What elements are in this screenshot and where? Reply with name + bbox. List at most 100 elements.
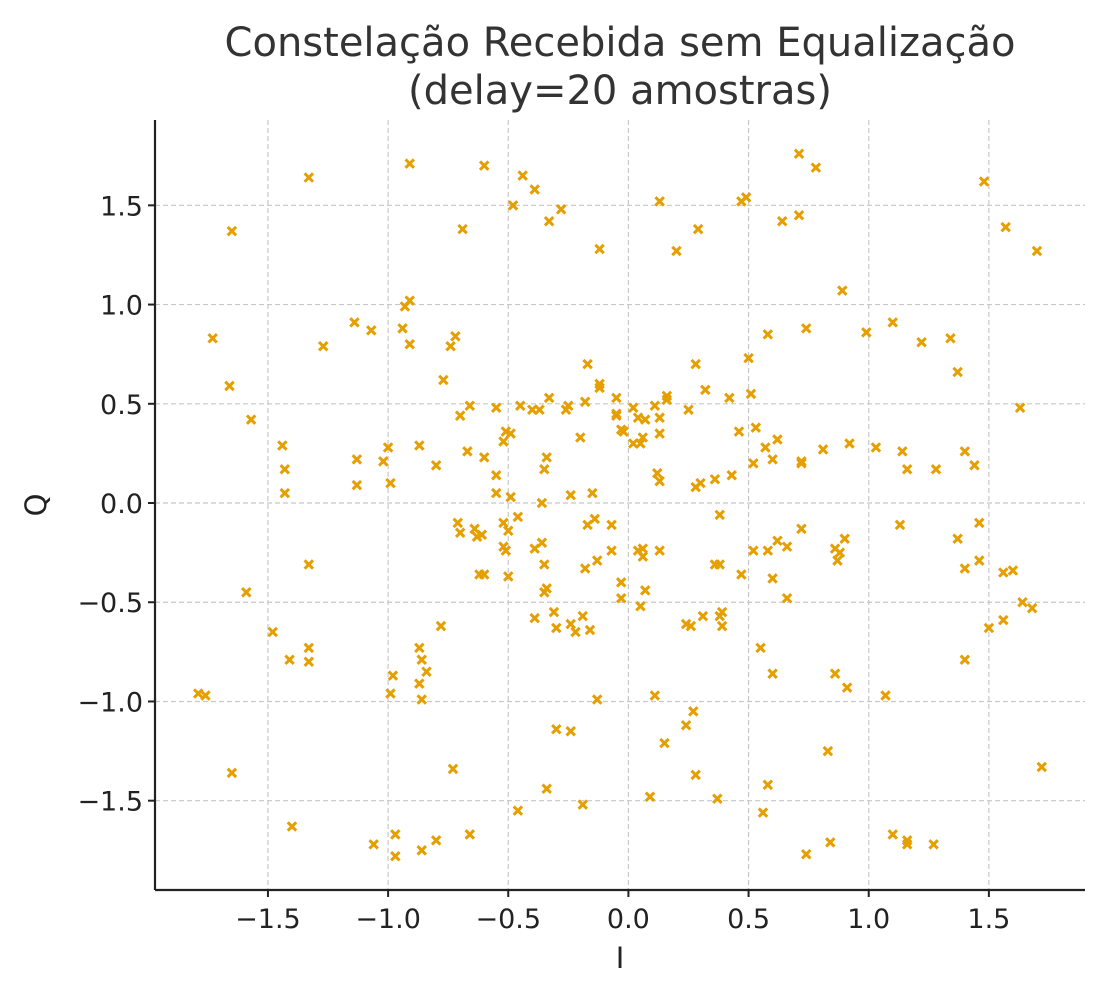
x-tick-label: −1.0 [355,904,421,935]
axes [153,120,1085,892]
data-point [541,783,552,795]
data-point [637,543,649,554]
data-point [548,606,560,618]
data-point [1014,402,1026,414]
data-point [654,412,665,423]
data-point [834,547,846,558]
data-point [303,642,315,654]
data-point [748,545,759,556]
data-point [577,610,589,622]
data-point [517,170,528,181]
data-point [200,690,211,701]
data-point [390,851,401,862]
data-point [450,331,461,342]
data-point [226,225,238,237]
data-point [457,223,468,235]
data-point [390,829,401,840]
data-point [680,720,692,731]
data-point [541,452,552,463]
data-point [841,682,853,693]
data-point [1026,602,1038,614]
data-point [582,358,593,370]
data-point [959,563,971,574]
data-point [505,491,516,503]
y-tick-label: 0.5 [100,390,143,421]
data-point [743,352,754,364]
chart-title-line2: (delay=20 amostras) [408,68,832,114]
data-point [478,452,490,463]
data-point [618,426,629,437]
data-point [507,200,519,211]
data-point [697,610,709,622]
data-point [724,392,735,404]
data-point [351,479,363,491]
data-point [551,622,562,634]
data-point [959,654,971,666]
data-point [644,791,656,802]
data-point [267,626,279,638]
x-tick-label: 0.0 [607,904,650,935]
x-axis-label: I [616,941,625,975]
data-point [793,209,805,221]
data-points [192,148,1048,862]
data-point [1036,761,1048,773]
data-point [539,587,550,598]
data-point [1000,221,1011,233]
data-point [716,620,728,632]
data-point [745,388,757,400]
data-point [736,569,747,580]
grid-lines [155,120,1085,890]
data-point [637,551,649,562]
x-tick-label: −1.5 [235,904,301,935]
data-point [416,654,428,666]
data-point [793,148,805,159]
data-point [606,545,617,556]
data-point [654,196,665,207]
data-point [565,618,576,630]
data-point [767,573,778,584]
data-point [861,327,872,338]
data-point [464,829,476,840]
data-point [690,358,701,370]
y-tick-label: 1.0 [100,291,143,322]
data-point [490,402,502,414]
data-point [649,400,661,412]
data-point [606,519,617,531]
data-point [452,517,464,529]
data-point [796,456,807,467]
data-point [639,414,651,425]
data-point [755,642,766,654]
data-point [649,690,661,701]
data-point [894,519,906,531]
data-point [998,567,1009,578]
data-point [767,668,778,679]
data-point [382,442,394,453]
data-point [781,541,793,552]
data-point [317,340,329,352]
x-axis-ticks: −1.5 −1.0 −0.5 0.0 0.5 1.0 1.5 [235,890,1010,935]
data-point [490,469,502,481]
y-tick-label: −0.5 [77,588,143,619]
data-point [539,464,550,475]
data-point [1031,245,1043,257]
data-point [241,587,252,598]
data-point [832,555,843,566]
data-point [757,807,769,818]
data-point [998,614,1009,626]
data-point [575,432,586,443]
data-point [464,400,476,412]
data-point [536,537,548,548]
data-point [438,374,449,386]
data-point [762,779,774,791]
data-point [611,392,622,404]
data-point [563,400,574,412]
data-point [551,723,562,735]
data-point [700,384,711,396]
data-point [476,529,488,541]
data-point [750,422,762,433]
data-point [594,243,605,255]
data-point [368,839,379,850]
data-point [796,523,807,535]
data-point [192,688,204,699]
data-point [887,829,899,840]
